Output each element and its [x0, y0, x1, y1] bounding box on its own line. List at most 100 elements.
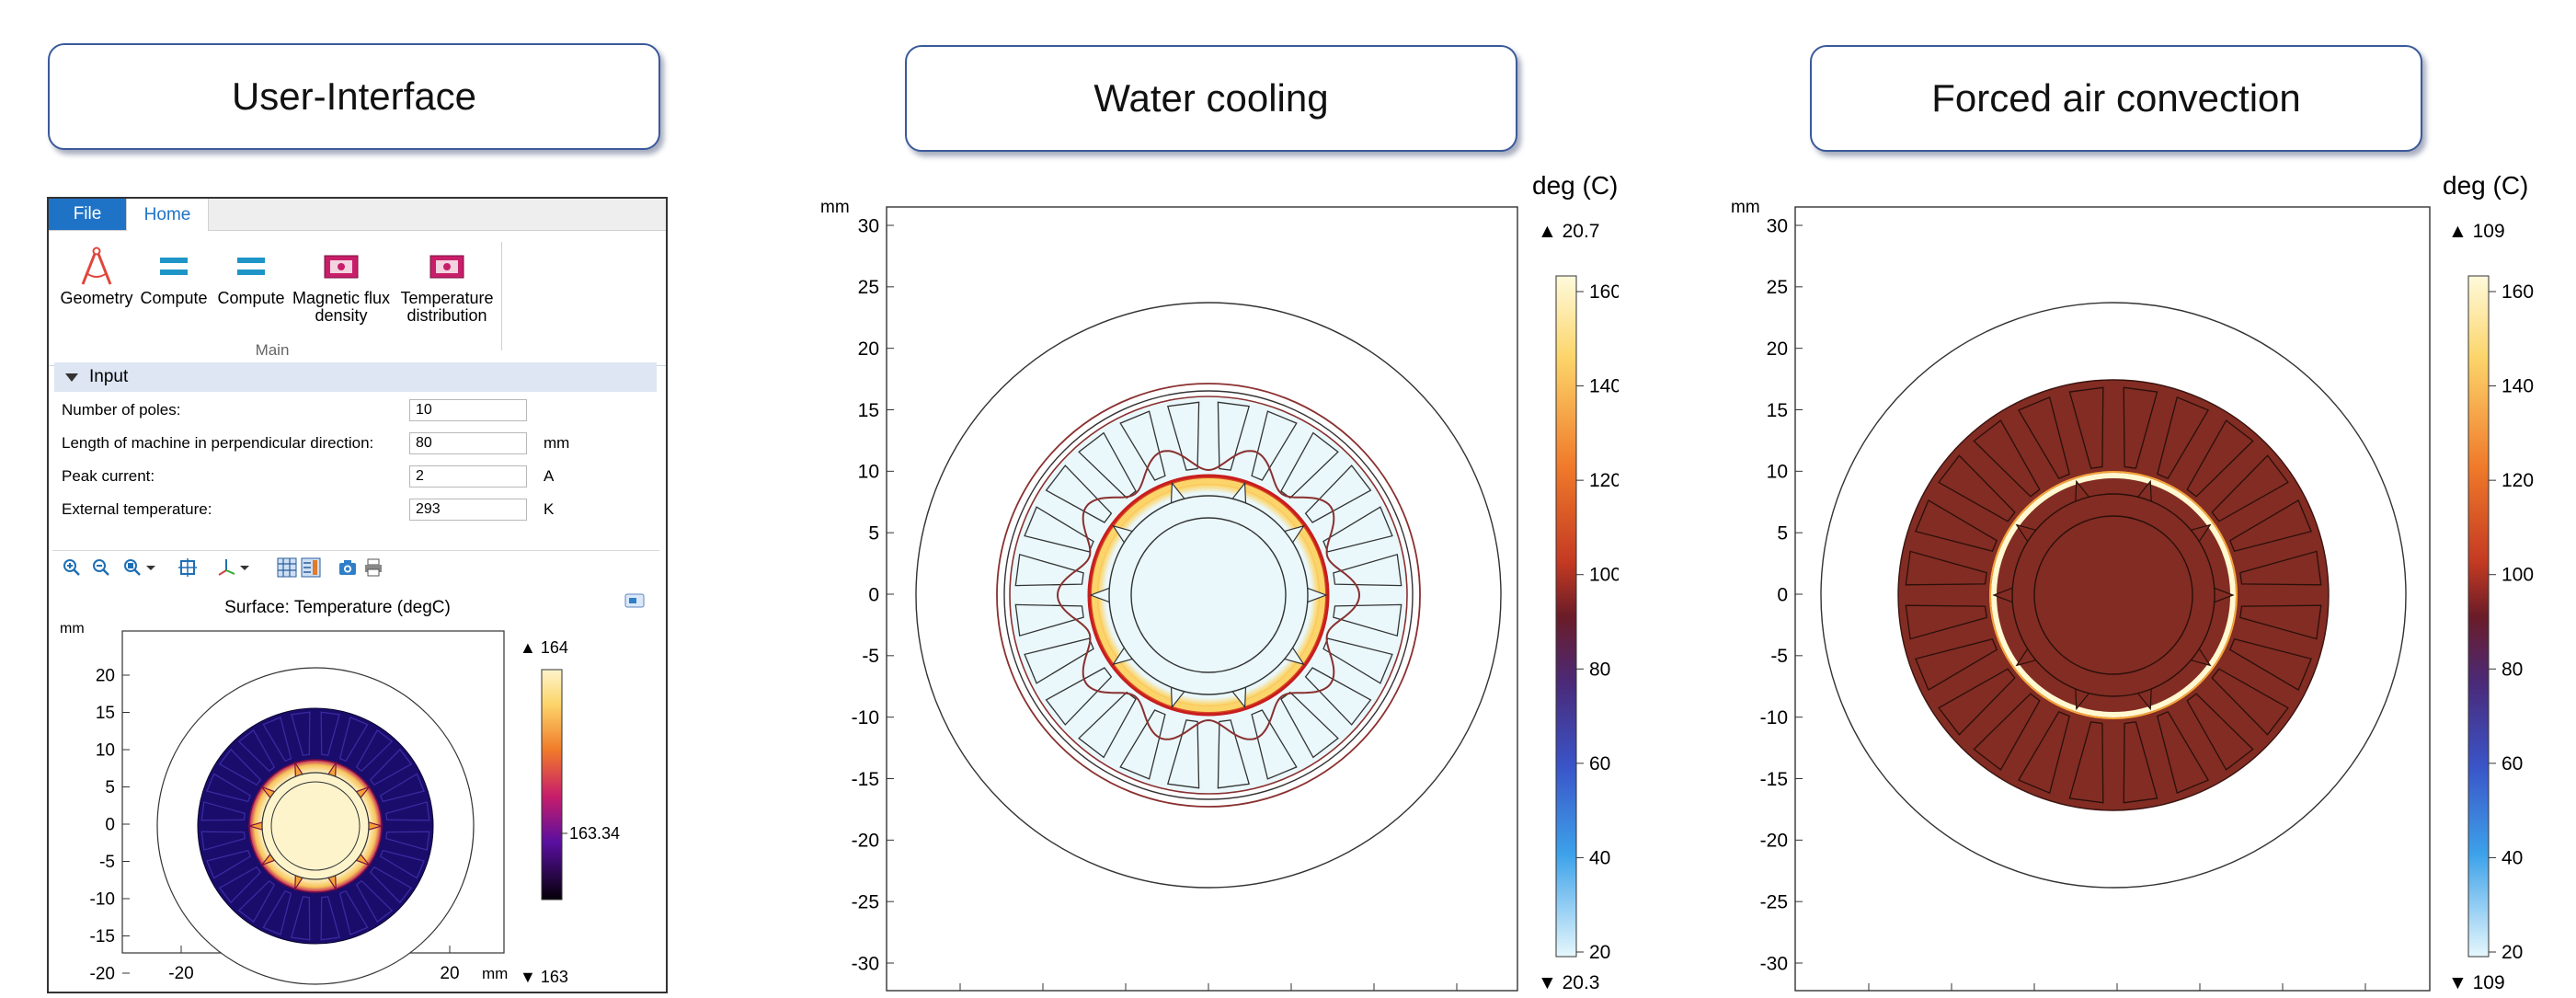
air-colorbar-tick-label: 100	[2502, 565, 2534, 586]
air-slot	[2186, 693, 2254, 771]
legend-icon[interactable]	[301, 557, 321, 578]
air-slot	[2157, 396, 2210, 480]
temperature-label: External temperature:	[62, 500, 212, 518]
input-section-title: Input	[89, 367, 129, 386]
water-x-ticks	[959, 983, 1458, 991]
water-colorbar-tick-label: 80	[1589, 659, 1610, 680]
camera-icon[interactable]	[338, 557, 358, 578]
geometry-label: Geometry	[60, 289, 133, 307]
zoom-box-icon[interactable]	[122, 557, 143, 578]
chevron-down-icon[interactable]	[238, 557, 251, 578]
file-tab[interactable]: File	[49, 199, 126, 230]
temperature-distribution-button[interactable]: Temperature distribution	[395, 244, 498, 325]
compute-button-2[interactable]: Compute	[214, 244, 288, 307]
ui-slot	[218, 748, 262, 786]
zoom-out-icon[interactable]	[91, 557, 111, 578]
air-slot	[2157, 710, 2210, 794]
temperature-plot: Surface: Temperature (degC) mm 20 15 10 5 0 -…	[49, 585, 666, 992]
length-input[interactable]	[409, 432, 527, 454]
water-colorbar-tick-label: 60	[1589, 753, 1610, 774]
air-ytick-label: 15	[1767, 400, 1788, 421]
water-ytick-label: -25	[852, 892, 879, 913]
water-ytick-label: -20	[852, 831, 879, 852]
ui-ytick-label: 15	[96, 704, 115, 723]
ui-slot	[338, 889, 369, 935]
water-shaft	[1130, 517, 1287, 673]
air-ytick-label: -30	[1760, 953, 1788, 974]
menu-bar: File Home	[49, 199, 666, 231]
grid-icon[interactable]	[277, 557, 297, 578]
water-slot	[1119, 410, 1166, 481]
air-max-label: ▲ 109	[2448, 221, 2505, 242]
air-slot	[1915, 638, 1998, 692]
water-slot	[1217, 401, 1251, 471]
ui-ytick-label: 5	[105, 778, 115, 797]
ui-slot	[379, 773, 425, 803]
water-slot	[1251, 709, 1298, 780]
water-colorbar-tick-label: 20	[1589, 942, 1610, 963]
air-slot	[2211, 454, 2289, 522]
ui-slot	[355, 728, 394, 773]
water-slot	[1166, 401, 1200, 471]
air-slot	[2186, 419, 2254, 498]
water-ytick-label: -10	[852, 707, 879, 728]
water-slot	[1119, 709, 1166, 780]
water-unit-label: deg (C)	[1532, 171, 1618, 200]
ui-slot	[200, 831, 246, 851]
air-ytick-label: 30	[1767, 215, 1788, 236]
chevron-down-icon[interactable]	[144, 557, 157, 578]
flux-label-2: density	[315, 306, 368, 325]
ui-min-label: ▼ 163	[520, 968, 568, 986]
ribbon-group-label: Main	[255, 341, 290, 359]
air-x-ticks	[1868, 983, 2366, 991]
temperature-input[interactable]	[409, 499, 527, 521]
air-colorbar-ticks: 160 140 120 100 80 60 40 20	[2489, 281, 2534, 963]
air-colorbar-tick-label: 120	[2502, 470, 2534, 491]
axis-icon[interactable]	[216, 557, 236, 578]
water-min-label: ▼ 20.3	[1538, 972, 1600, 993]
form-row-temperature: External temperature: K	[62, 496, 650, 523]
print-icon[interactable]	[363, 557, 384, 578]
air-slot	[2211, 668, 2289, 736]
water-ytick-label: 25	[858, 277, 879, 298]
geometry-button[interactable]: Geometry	[60, 244, 133, 307]
water-colorbar	[1555, 275, 1577, 958]
compute-button-1[interactable]: Compute	[137, 244, 211, 307]
current-input[interactable]	[409, 465, 527, 488]
air-slot	[2228, 499, 2312, 552]
length-label: Length of machine in perpendicular direc…	[62, 434, 374, 452]
form-row-poles: Number of poles:	[62, 396, 650, 424]
ui-ytick-label: 0	[105, 816, 115, 835]
air-slot	[2239, 604, 2322, 640]
ui-plot-xunit: mm	[482, 965, 508, 982]
zoom-extents-icon[interactable]	[177, 557, 198, 578]
home-tab[interactable]: Home	[126, 199, 209, 231]
panel-title-air-text: Forced air convection	[1931, 76, 2301, 120]
ui-slot	[291, 711, 311, 756]
water-slot	[1045, 465, 1113, 523]
zoom-in-icon[interactable]	[62, 557, 82, 578]
water-ytick-label: 20	[858, 338, 879, 360]
panel-title-ui: User-Interface	[48, 43, 660, 150]
ui-shaft	[270, 781, 361, 871]
air-slot	[1915, 499, 1998, 552]
air-slot	[2123, 721, 2158, 804]
air-stator-slots	[1905, 386, 2322, 804]
magnetic-flux-button[interactable]: Magnetic flux density	[290, 244, 393, 325]
water-slot	[1322, 637, 1393, 684]
ribbon-separator	[501, 242, 502, 350]
water-slot	[1280, 691, 1339, 759]
water-colorbar-tick-label: 160	[1589, 281, 1619, 303]
air-ytick-label: -20	[1760, 831, 1788, 852]
water-slot	[1304, 465, 1372, 523]
water-slot	[1166, 719, 1200, 789]
current-label: Peak current:	[62, 467, 155, 485]
ui-ytick-label: -20	[90, 965, 115, 984]
input-section-header[interactable]: Input	[54, 362, 657, 392]
length-unit: mm	[544, 434, 570, 452]
poles-input[interactable]	[409, 399, 527, 421]
air-slot	[1905, 604, 1987, 640]
ui-plot-title: Surface: Temperature (degC)	[224, 598, 451, 617]
panel-title-air: Forced air convection	[1810, 45, 2422, 152]
collapse-triangle-icon[interactable]	[65, 373, 78, 382]
